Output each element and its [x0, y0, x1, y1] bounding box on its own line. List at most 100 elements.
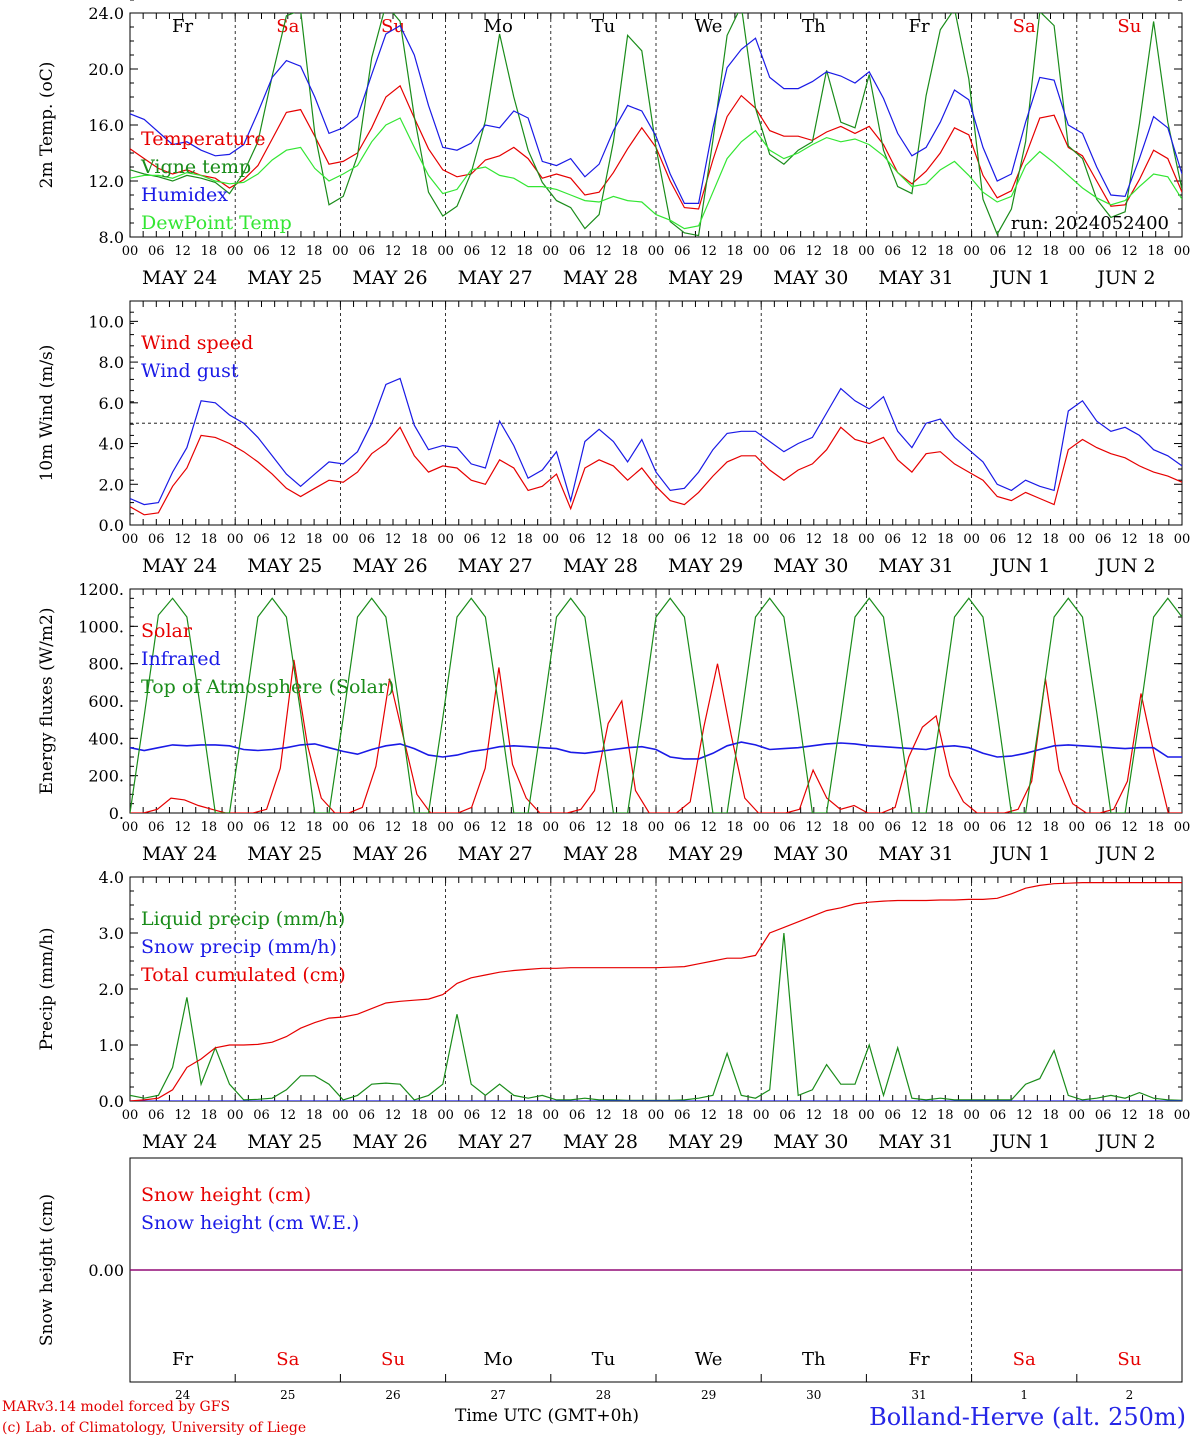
x-hour-label: 12	[174, 532, 191, 547]
panel-4: 0.0 1.0 2.0 3.0 4.0 Precip (mm/h) 00 06 12 18 00 06…	[37, 868, 1190, 1153]
x-hour-label: 12	[1016, 532, 1033, 547]
x-hour-label: 12	[700, 820, 717, 835]
legend-entry: Solar	[141, 620, 193, 642]
weekday-label: Tu	[592, 16, 616, 37]
x-day-number: 1	[1020, 1388, 1028, 1402]
weekday-label: Tu	[592, 1349, 616, 1370]
y-tick-label: 0.	[109, 804, 124, 823]
x-day-label: MAY 29	[668, 267, 743, 289]
x-hour-label: 00	[1069, 244, 1086, 259]
x-day-label: MAY 26	[352, 843, 427, 865]
x-hour-label: 12	[806, 532, 823, 547]
x-hour-label: 18	[1147, 244, 1164, 259]
x-day-label: MAY 26	[352, 1131, 427, 1153]
x-day-label: MAY 31	[878, 555, 953, 577]
x-hour-label: 00	[858, 532, 875, 547]
x-hour-label: 12	[911, 244, 928, 259]
x-hour-label: 06	[148, 820, 165, 835]
x-day-number: 27	[491, 1388, 506, 1402]
y-tick-label: 200.	[88, 767, 124, 786]
y-tick-label: 10.0	[88, 312, 124, 331]
x-hour-label: 00	[1069, 532, 1086, 547]
x-hour-label: 12	[1016, 1108, 1033, 1123]
x-day-label: MAY 28	[563, 843, 638, 865]
y-tick-label: 4.0	[99, 868, 124, 887]
x-hour-label: 00	[437, 532, 454, 547]
x-hour-label: 18	[1042, 1108, 1059, 1123]
x-hour-label: 12	[385, 1108, 402, 1123]
x-day-label: MAY 30	[773, 555, 848, 577]
x-hour-label: 00	[543, 820, 560, 835]
x-day-label: MAY 26	[352, 267, 427, 289]
x-hour-label: 00	[1174, 820, 1191, 835]
x-hour-label: 00	[753, 244, 770, 259]
x-hour-label: 06	[674, 532, 691, 547]
x-hour-label: 18	[306, 820, 323, 835]
x-hour-label: 06	[569, 820, 586, 835]
x-day-number: 24	[175, 1388, 191, 1402]
x-day-label: MAY 26	[352, 555, 427, 577]
y-tick-label: 6.0	[99, 394, 124, 413]
x-hour-label: 18	[727, 1108, 744, 1123]
x-hour-label: 06	[569, 244, 586, 259]
y-tick-label: 24.0	[88, 4, 124, 23]
x-hour-label: 18	[411, 820, 428, 835]
x-hour-label: 18	[1147, 820, 1164, 835]
x-hour-label: 18	[201, 1108, 218, 1123]
series-line-vigne-temp	[130, 13, 1182, 237]
x-hour-label: 12	[280, 820, 297, 835]
y-axis-label: 10m Wind (m/s)	[37, 345, 57, 482]
x-day-label: MAY 29	[668, 843, 743, 865]
x-hour-label: 18	[201, 532, 218, 547]
series-line-wind-gust	[130, 377, 1182, 506]
x-hour-label: 18	[201, 820, 218, 835]
legend-entry: Total cumulated (cm)	[141, 964, 346, 986]
x-hour-label: 18	[621, 532, 638, 547]
plot-frame	[129, 300, 1183, 526]
x-day-label: MAY 24	[142, 555, 217, 577]
x-hour-label: 12	[1121, 820, 1138, 835]
x-hour-label: 00	[753, 1108, 770, 1123]
legend-entry: DewPoint Temp	[141, 212, 292, 234]
x-hour-label: 18	[516, 532, 533, 547]
x-hour-label: 18	[727, 532, 744, 547]
weekday-label: Sa	[276, 1349, 299, 1370]
y-tick-label: 2.0	[99, 980, 124, 999]
x-day-label: JUN 2	[1095, 843, 1155, 865]
x-hour-label: 12	[385, 820, 402, 835]
model-credit: MARv3.14 model forced by GFS	[2, 1399, 231, 1415]
x-hour-label: 06	[884, 820, 901, 835]
panel-3: 0. 200. 400. 600. 800. 1000. 1200. Energy fluxe…	[37, 580, 1190, 865]
series-line-dewpoint-temp	[130, 117, 1182, 230]
x-hour-label: 00	[437, 820, 454, 835]
x-hour-label: 18	[1147, 532, 1164, 547]
y-tick-label: 4.0	[99, 435, 124, 454]
x-day-label: MAY 31	[878, 843, 953, 865]
panel-1: 8.0 12.0 16.0 20.0 24.0 2m Temp. (oC) 00 06 12 18…	[37, 4, 1190, 289]
x-hour-label: 06	[148, 532, 165, 547]
legend-entry: Snow height (cm W.E.)	[141, 1212, 359, 1234]
y-tick-label: 0.0	[99, 516, 124, 535]
x-hour-label: 12	[1121, 1108, 1138, 1123]
x-hour-label: 00	[543, 1108, 560, 1123]
x-day-number: 29	[701, 1388, 716, 1402]
x-hour-label: 00	[543, 244, 560, 259]
legend-entry: Temperature	[141, 128, 265, 150]
x-day-label: JUN 1	[990, 1131, 1050, 1153]
x-hour-label: 06	[779, 820, 796, 835]
y-tick-label: 2.0	[99, 475, 124, 494]
x-hour-label: 06	[569, 532, 586, 547]
x-hour-label: 18	[516, 1108, 533, 1123]
x-hour-label: 06	[990, 244, 1007, 259]
x-day-label: JUN 2	[1095, 267, 1155, 289]
x-day-label: MAY 30	[773, 1131, 848, 1153]
legend-entry: Vigne temp	[140, 156, 251, 178]
x-hour-label: 12	[280, 532, 297, 547]
x-hour-label: 18	[1147, 1108, 1164, 1123]
legend-entry: Wind speed	[141, 332, 253, 354]
weekday-label: Sa	[1013, 1349, 1036, 1370]
x-hour-label: 00	[858, 244, 875, 259]
x-hour-label: 06	[779, 1108, 796, 1123]
x-hour-label: 12	[806, 820, 823, 835]
x-hour-label: 00	[753, 532, 770, 547]
